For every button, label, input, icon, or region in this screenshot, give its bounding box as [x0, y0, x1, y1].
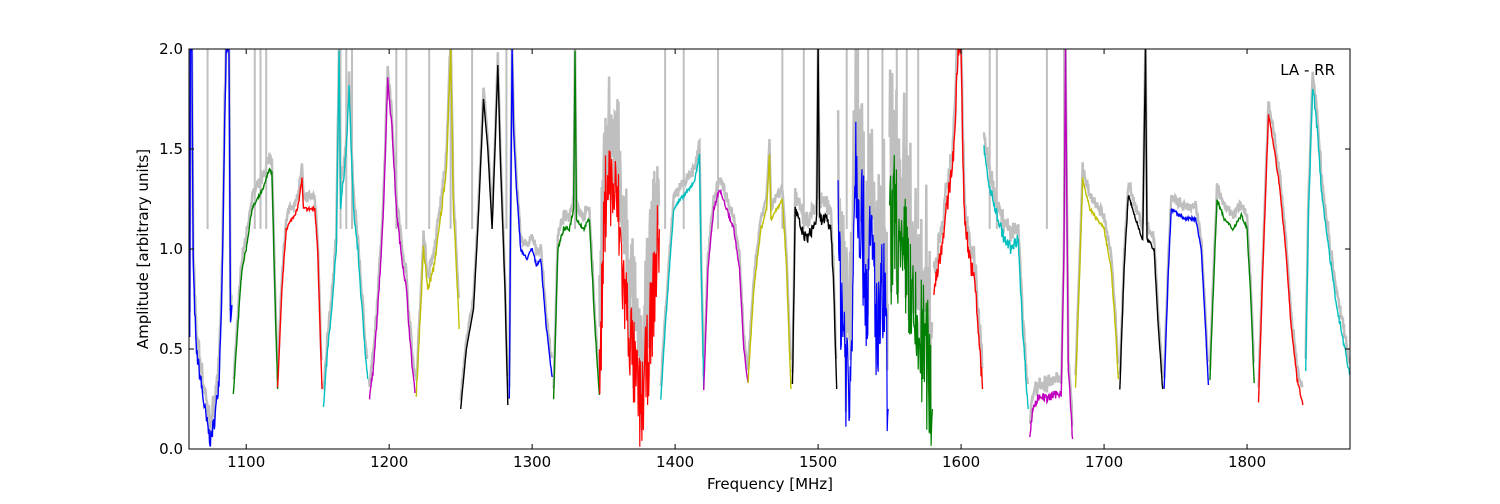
- background-series-line: [982, 132, 1030, 385]
- background-series-line: [791, 49, 838, 373]
- background-series-line: [1162, 192, 1210, 379]
- series-segment-17: [983, 145, 1029, 410]
- background-series-line: [1208, 183, 1255, 370]
- series-segment-14: [837, 121, 889, 432]
- series-segment-15: [889, 154, 934, 446]
- y-tick-label: 1.5: [159, 140, 183, 158]
- series-segment-13: [791, 49, 838, 390]
- series-segment-10: [660, 153, 705, 400]
- series-segment-9: [598, 150, 660, 447]
- series-segment-23: [1257, 114, 1304, 406]
- x-tick-label: 1700: [1085, 453, 1123, 471]
- series-segment-6: [460, 64, 509, 410]
- x-tick-label: 1100: [227, 453, 265, 471]
- series-segment-5: [415, 49, 460, 397]
- y-tick-label: 1.0: [159, 240, 183, 258]
- series-segment-8: [552, 50, 601, 400]
- series-segment-16: [933, 49, 984, 390]
- x-axis-label: Frequency [MHz]: [707, 475, 833, 493]
- series-segment-12: [747, 154, 792, 390]
- series-segment-19: [1074, 177, 1120, 388]
- series-segment-4: [368, 77, 416, 401]
- y-tick-label: 0.5: [159, 340, 183, 358]
- background-series-line: [508, 49, 553, 387]
- series-segment-18: [1029, 49, 1074, 440]
- background-series-line: [598, 76, 661, 430]
- background-series-line: [415, 49, 460, 381]
- series-segment-3: [322, 50, 369, 408]
- background-series-line: [1118, 49, 1164, 375]
- background-series-line: [1257, 100, 1304, 389]
- series-segment-21: [1163, 207, 1210, 389]
- series-segment-11: [703, 189, 749, 391]
- x-tick-label: 1200: [370, 453, 408, 471]
- background-series-line: [1074, 162, 1120, 376]
- x-tick-label: 1300: [513, 453, 551, 471]
- series-segment-0: [189, 49, 233, 447]
- series-segment-24: [1305, 88, 1350, 376]
- background-series-line: [1028, 49, 1074, 427]
- plot-frame: [188, 48, 1351, 450]
- series-segment-22: [1209, 199, 1255, 384]
- colored-series: [189, 49, 1350, 447]
- axis-ticks: 1100 1200 1300 1400 1500 1600 1700 1800 0.0 0.5 1.…: [159, 40, 1350, 471]
- series-segment-7: [508, 49, 553, 399]
- series-segment-20: [1119, 49, 1164, 390]
- panel-annotation: LA - RR: [1280, 61, 1335, 79]
- x-tick-label: 1500: [799, 453, 837, 471]
- background-series-line: [322, 49, 369, 390]
- y-tick-label: 2.0: [159, 40, 183, 58]
- background-series-line: [367, 65, 416, 387]
- x-tick-label: 1600: [942, 453, 980, 471]
- series-segment-2: [276, 177, 323, 390]
- background-series-line: [1304, 71, 1350, 364]
- x-tick-label: 1800: [1228, 453, 1266, 471]
- background-series: [189, 49, 1350, 438]
- background-series-line: [659, 137, 705, 387]
- background-series-line: [932, 49, 984, 369]
- y-tick-label: 0.0: [159, 440, 183, 458]
- series-segment-1: [232, 167, 279, 394]
- x-tick-label: 1400: [656, 453, 694, 471]
- y-axis-label: Amplitude [arbitrary units]: [134, 149, 152, 349]
